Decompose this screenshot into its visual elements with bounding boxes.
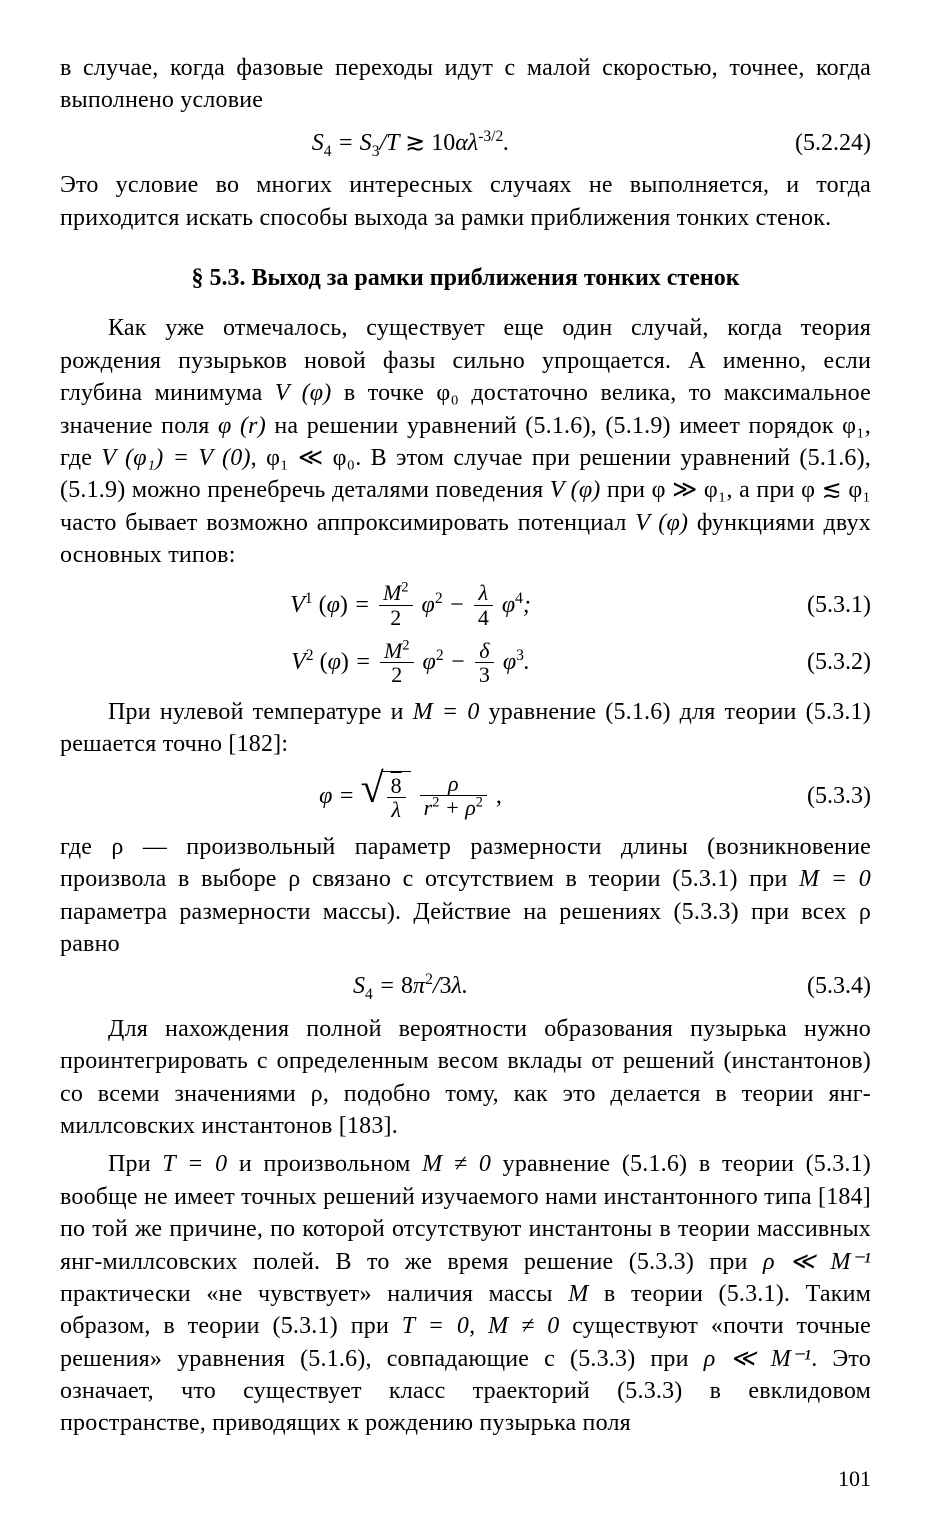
sqrt: √ 8λ	[361, 771, 411, 821]
paragraph-6: Для нахождения полной вероятности образо…	[60, 1013, 871, 1143]
equation-5-3-2: V2 (φ) = M22 φ2 − δ3 φ3. (5.3.2)	[60, 639, 871, 686]
text: где ρ — произвольный параметр размерност…	[60, 834, 871, 892]
math-inline: M = 0	[799, 866, 871, 892]
section-heading: § 5.3. Выход за рамки приближения тонких…	[60, 262, 871, 294]
equation-label: (5.3.4)	[761, 970, 871, 1002]
math-inline: V (φ)	[275, 380, 332, 406]
text: и произвольном	[227, 1151, 422, 1177]
equation-5-3-1: V1 (φ) = M22 φ2 − λ4 φ4; (5.3.1)	[60, 581, 871, 628]
paragraph-2: Это условие во многих интересных случаях…	[60, 169, 871, 234]
paragraph-7: При T = 0 и произвольном M ≠ 0 уравнение…	[60, 1148, 871, 1440]
page: в случае, когда фазовые переходы идут с …	[0, 0, 931, 1534]
paragraph-3: Как уже отмечалось, существует еще один …	[60, 312, 871, 571]
math-inline: V (φ)	[550, 477, 601, 503]
equation-body: V2 (φ) = M22 φ2 − δ3 φ3.	[60, 639, 761, 686]
equation-body: S4 = 8π2/3λ.	[60, 970, 761, 1002]
text: параметра размерности массы). Действие н…	[60, 899, 871, 957]
equation-label: (5.2.24)	[761, 127, 871, 159]
text: При нулевой температуре и	[108, 699, 413, 725]
math-inline: φ (r)	[218, 413, 266, 439]
equation-5-2-24: S4 = S3/T ≳ 10αλ-3/2. (5.2.24)	[60, 127, 871, 159]
math-inline: V (φ₁) = V (0)	[101, 445, 250, 471]
math-inline: ρ ≪ M⁻¹	[763, 1249, 871, 1275]
equation-body: φ = √ 8λ ρr2 + ρ2 ,	[60, 771, 761, 821]
math-inline: M = 0	[413, 699, 480, 725]
equation-5-3-3: φ = √ 8λ ρr2 + ρ2 , (5.3.3)	[60, 771, 871, 821]
paragraph-4: При нулевой температуре и M = 0 уравнени…	[60, 696, 871, 761]
math-inline: V (φ)	[635, 510, 688, 536]
equation-label: (5.3.2)	[761, 646, 871, 678]
page-number: 101	[60, 1464, 871, 1494]
equation-body: V1 (φ) = M22 φ2 − λ4 φ4;	[60, 581, 761, 628]
text: При	[108, 1151, 162, 1177]
text: практически «не чувствует» наличия массы	[60, 1281, 568, 1307]
math-inline: M ≠ 0	[422, 1151, 491, 1177]
math-inline: ρ ≪ M⁻¹	[704, 1346, 812, 1372]
math-inline: M	[568, 1281, 588, 1307]
equation-label: (5.3.1)	[761, 589, 871, 621]
math-inline: T = 0, M ≠ 0	[402, 1313, 560, 1339]
equation-5-3-4: S4 = 8π2/3λ. (5.3.4)	[60, 970, 871, 1002]
math-inline: T = 0	[162, 1151, 227, 1177]
paragraph-5: где ρ — произвольный параметр размерност…	[60, 831, 871, 961]
equation-label: (5.3.3)	[761, 780, 871, 812]
paragraph-1: в случае, когда фазовые переходы идут с …	[60, 52, 871, 117]
equation-body: S4 = S3/T ≳ 10αλ-3/2.	[60, 127, 761, 159]
